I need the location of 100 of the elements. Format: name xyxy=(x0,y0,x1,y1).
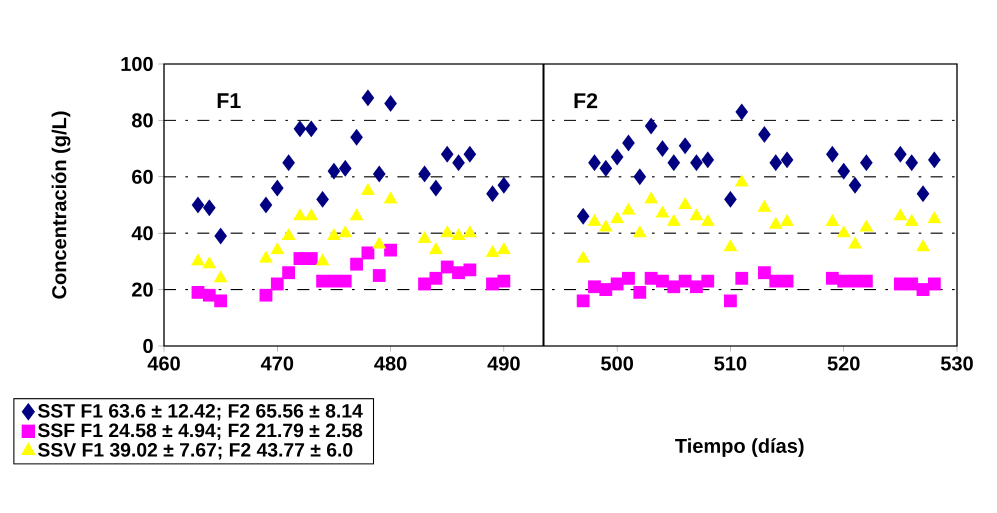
point xyxy=(780,274,794,288)
point xyxy=(440,146,454,162)
point xyxy=(678,138,692,154)
point xyxy=(260,196,272,214)
point xyxy=(362,90,374,106)
point xyxy=(894,146,907,162)
point xyxy=(656,140,669,157)
point xyxy=(498,176,510,194)
point xyxy=(928,152,941,168)
point xyxy=(848,274,862,288)
point xyxy=(905,278,918,290)
x-tick-label: 490 xyxy=(487,356,520,371)
x-tick-label: 470 xyxy=(260,356,294,371)
point xyxy=(464,146,476,162)
point xyxy=(270,278,284,290)
point xyxy=(860,274,873,288)
point xyxy=(905,154,918,171)
y-tick-label: 40 xyxy=(132,226,153,240)
point xyxy=(271,180,284,196)
point xyxy=(724,294,737,308)
point xyxy=(486,185,499,202)
point xyxy=(656,274,669,288)
point xyxy=(758,126,771,143)
point xyxy=(701,274,714,288)
point xyxy=(452,266,465,280)
point xyxy=(634,168,646,186)
point xyxy=(338,274,352,288)
x-tick-label: 480 xyxy=(374,356,406,371)
point xyxy=(452,154,465,171)
y-axis-title: Concentración (g/L) xyxy=(51,112,70,299)
point xyxy=(202,288,216,302)
point xyxy=(486,278,499,290)
point xyxy=(294,120,306,138)
point xyxy=(576,208,590,225)
point xyxy=(916,185,930,202)
point xyxy=(350,129,363,146)
point xyxy=(588,154,601,171)
x-tick-label: 520 xyxy=(828,356,860,371)
point xyxy=(328,274,340,288)
point xyxy=(644,272,658,285)
x-tick-label: 510 xyxy=(714,356,746,371)
point xyxy=(735,104,748,120)
point xyxy=(848,176,862,194)
point xyxy=(735,272,748,285)
point xyxy=(328,162,340,180)
point xyxy=(192,286,204,299)
point xyxy=(372,269,386,282)
point xyxy=(384,244,397,257)
point xyxy=(780,152,794,168)
x-tick-label: 460 xyxy=(148,356,180,371)
point xyxy=(305,120,318,138)
point xyxy=(644,118,658,134)
point xyxy=(622,134,635,152)
legend-label: SSF F1 24.58 ± 4.94; F2 21.79 ± 2.58 xyxy=(38,424,362,440)
point xyxy=(418,278,431,290)
legend-label: SSV F1 39.02 ± 7.67; F2 43.77 ± 6.0 xyxy=(38,443,352,460)
point xyxy=(362,246,374,260)
point xyxy=(294,252,306,265)
point xyxy=(192,196,204,214)
point xyxy=(724,191,737,208)
point xyxy=(610,278,624,290)
point xyxy=(588,280,601,294)
point xyxy=(418,166,431,182)
point xyxy=(633,286,646,299)
y-tick-label: 100 xyxy=(121,56,153,72)
legend-label: SST F1 63.6 ± 12.42; F2 65.56 ± 8.14 xyxy=(38,404,363,421)
point xyxy=(610,148,624,166)
point xyxy=(758,266,771,280)
point xyxy=(690,154,703,171)
point xyxy=(214,294,228,308)
x-axis-title: Tiempo (días) xyxy=(675,438,804,457)
point xyxy=(668,154,680,171)
point xyxy=(338,160,352,177)
point xyxy=(826,272,839,285)
point xyxy=(916,283,930,296)
point xyxy=(440,260,454,274)
point xyxy=(622,272,635,285)
point xyxy=(678,274,692,288)
point xyxy=(702,152,714,168)
point xyxy=(599,283,612,296)
y-tick-label: 0 xyxy=(143,338,153,354)
annotation: F1 xyxy=(218,93,241,108)
point xyxy=(497,274,510,288)
annotation: F2 xyxy=(574,93,598,108)
point xyxy=(316,191,329,208)
point xyxy=(463,263,476,276)
y-tick-label: 60 xyxy=(132,170,153,184)
point xyxy=(860,154,873,171)
y-tick-label: 80 xyxy=(132,113,153,128)
point xyxy=(576,294,590,308)
point xyxy=(837,162,850,180)
point xyxy=(690,280,703,294)
x-tick-label: 500 xyxy=(601,356,633,371)
point xyxy=(214,228,227,244)
point xyxy=(203,200,216,216)
point xyxy=(372,166,386,182)
point xyxy=(282,266,296,280)
point xyxy=(928,278,941,290)
x-tick-label: 530 xyxy=(940,356,973,371)
point xyxy=(600,160,612,177)
